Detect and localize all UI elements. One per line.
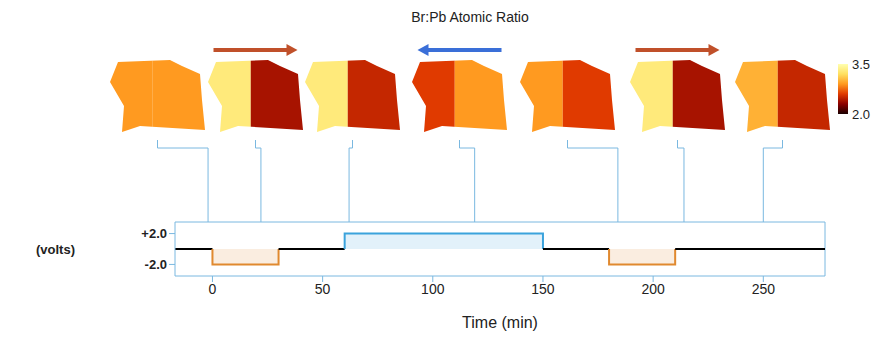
svg-text:+2.0: +2.0 bbox=[141, 226, 167, 241]
svg-text:-2.0: -2.0 bbox=[145, 257, 167, 272]
svg-text:200: 200 bbox=[641, 281, 665, 297]
svg-text:100: 100 bbox=[421, 281, 445, 297]
svg-text:(volts): (volts) bbox=[36, 242, 75, 257]
svg-text:Time (min): Time (min) bbox=[462, 314, 538, 331]
svg-text:50: 50 bbox=[315, 281, 331, 297]
svg-text:Br:Pb Atomic Ratio: Br:Pb Atomic Ratio bbox=[411, 9, 529, 25]
svg-text:150: 150 bbox=[531, 281, 555, 297]
svg-text:3.5: 3.5 bbox=[852, 57, 870, 72]
svg-text:2.0: 2.0 bbox=[852, 107, 870, 122]
svg-text:250: 250 bbox=[752, 281, 776, 297]
svg-text:0: 0 bbox=[209, 281, 217, 297]
